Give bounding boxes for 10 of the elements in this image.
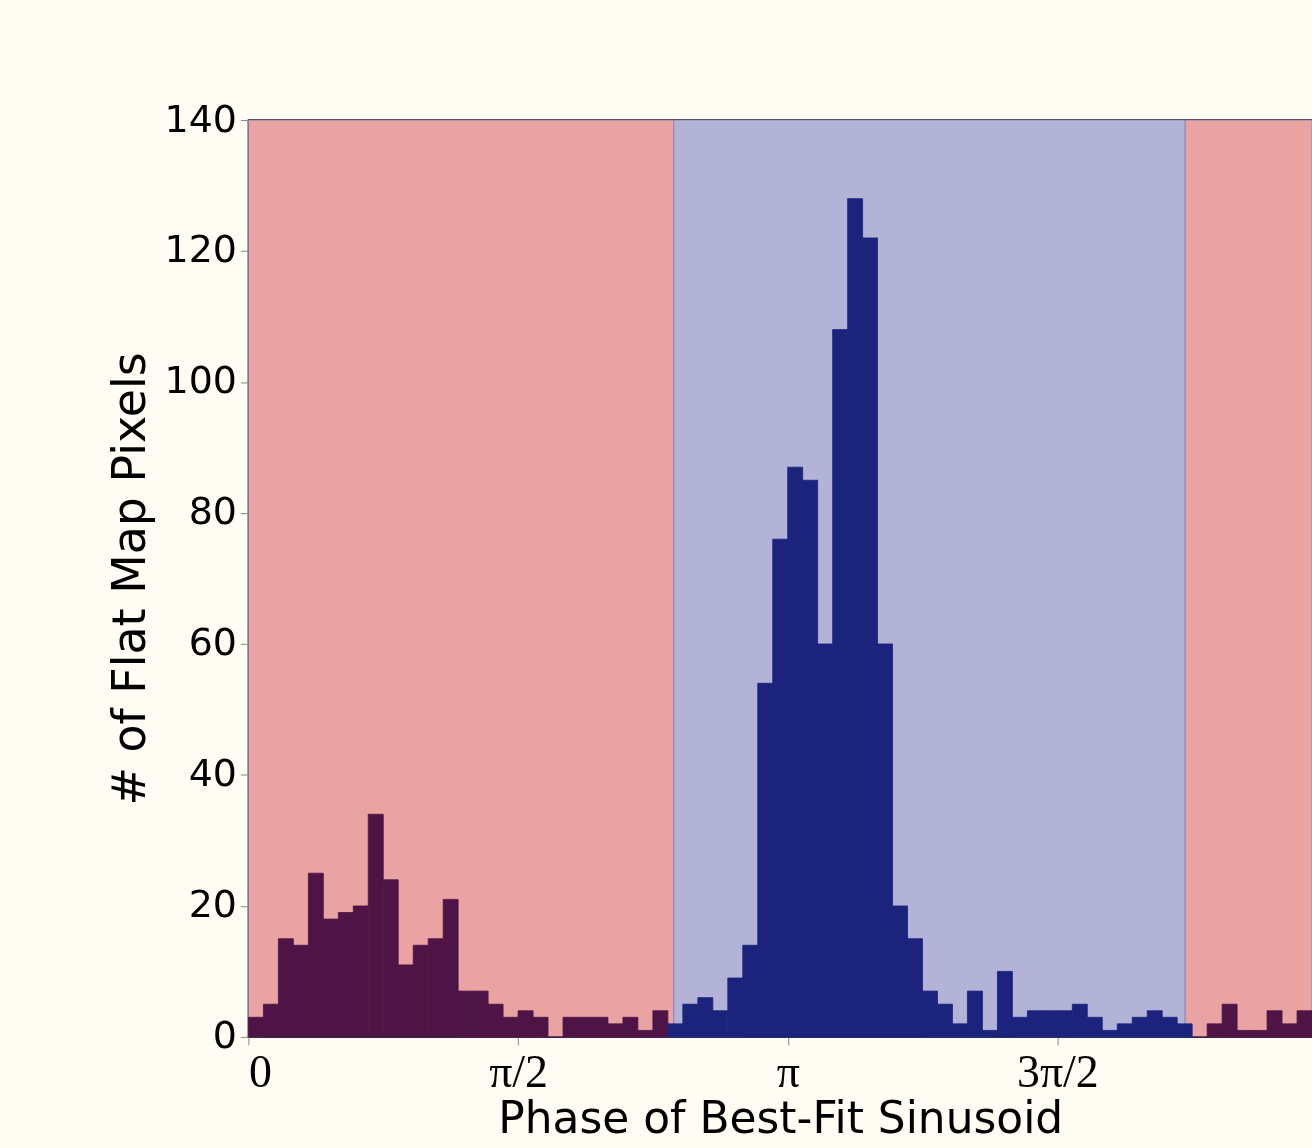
y-axis-title: # of Flat Map Pixels [101,352,156,806]
y-tick-label: 0 [212,1013,237,1058]
y-tick-label: 80 [188,489,237,534]
y-tick-label: 40 [188,751,237,796]
x-tick-label: 0 [248,1046,272,1098]
y-tick-label: 60 [188,620,237,665]
y-tick-label: 20 [188,882,237,927]
y-tick-label: 100 [164,358,237,403]
y-tick-label: 120 [164,227,237,272]
y-tick-label: 140 [164,96,237,141]
